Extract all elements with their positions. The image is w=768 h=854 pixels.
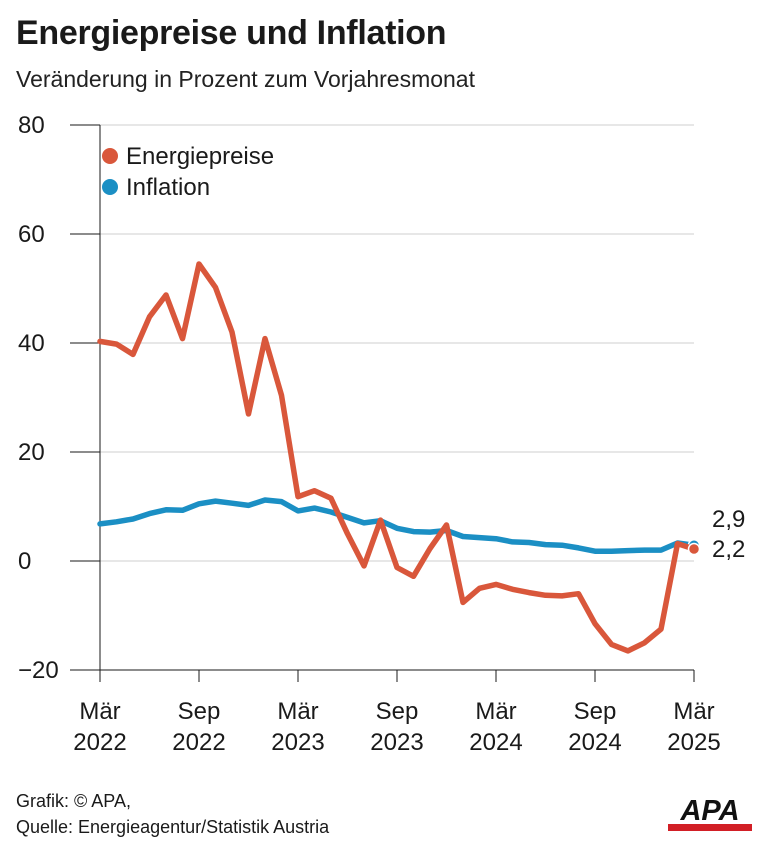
x-tick-label-month: Mär bbox=[277, 698, 318, 725]
y-tick-label: 0 bbox=[18, 548, 31, 575]
end-point-energiepreise bbox=[687, 542, 701, 556]
legend-label-energiepreise: Energiepreise bbox=[126, 143, 274, 170]
y-tick-label: −20 bbox=[18, 657, 59, 684]
x-tick-label-month: Sep bbox=[178, 698, 221, 725]
footer: Grafik: © APA, Quelle: Energieagentur/St… bbox=[16, 788, 329, 840]
legend: Energiepreise Inflation bbox=[102, 143, 274, 201]
x-tick-label-month: Mär bbox=[673, 698, 714, 725]
y-tick-label: 40 bbox=[18, 330, 45, 357]
x-tick-label-year: 2022 bbox=[172, 729, 225, 756]
chart-subtitle: Veränderung in Prozent zum Vorjahresmona… bbox=[16, 66, 475, 92]
legend-label-inflation: Inflation bbox=[126, 174, 210, 201]
x-tick-label-year: 2024 bbox=[568, 729, 621, 756]
footer-credit: Grafik: © APA, bbox=[16, 791, 131, 811]
legend-marker-inflation bbox=[102, 179, 118, 195]
x-tick-label-month: Sep bbox=[574, 698, 617, 725]
apa-logo: APA bbox=[668, 796, 752, 831]
y-tick-label: 20 bbox=[18, 439, 45, 466]
logo-wordmark: APA bbox=[679, 796, 739, 827]
series-line-energiepreise bbox=[97, 261, 697, 654]
y-tick-label: 60 bbox=[18, 221, 45, 248]
x-tick-label-month: Mär bbox=[79, 698, 120, 725]
x-tick-label-year: 2025 bbox=[667, 729, 720, 756]
x-tick-label-year: 2023 bbox=[370, 729, 423, 756]
x-tick-label-month: Mär bbox=[475, 698, 516, 725]
chart-title: Energiepreise und Inflation bbox=[16, 14, 447, 52]
x-axis: Mär 2022 Sep 2022 Mär 2023 Sep 2023 Mär 2024 Sep 20… bbox=[73, 669, 721, 756]
x-tick-label-year: 2024 bbox=[469, 729, 522, 756]
end-label-inflation: 2,9 bbox=[712, 506, 745, 533]
series-lines bbox=[97, 261, 701, 654]
gridlines bbox=[100, 124, 694, 671]
series-line-inflation bbox=[97, 497, 697, 554]
line-chart: Mär 2022 Sep 2022 Mär 2023 Sep 2023 Mär 2024 Sep 20… bbox=[18, 112, 745, 756]
logo-accent-bar bbox=[668, 824, 752, 831]
x-tick-label-month: Sep bbox=[376, 698, 419, 725]
x-tick-label-year: 2023 bbox=[271, 729, 324, 756]
x-tick-label-year: 2022 bbox=[73, 729, 126, 756]
legend-marker-energiepreise bbox=[102, 148, 118, 164]
end-labels: 2,22,9 bbox=[712, 506, 745, 563]
footer-source: Quelle: Energieagentur/Statistik Austria bbox=[16, 817, 330, 837]
y-axis: −20 0 20 40 60 80 bbox=[18, 112, 101, 684]
end-label-energiepreise: 2,2 bbox=[712, 536, 745, 563]
y-tick-label: 80 bbox=[18, 112, 45, 139]
